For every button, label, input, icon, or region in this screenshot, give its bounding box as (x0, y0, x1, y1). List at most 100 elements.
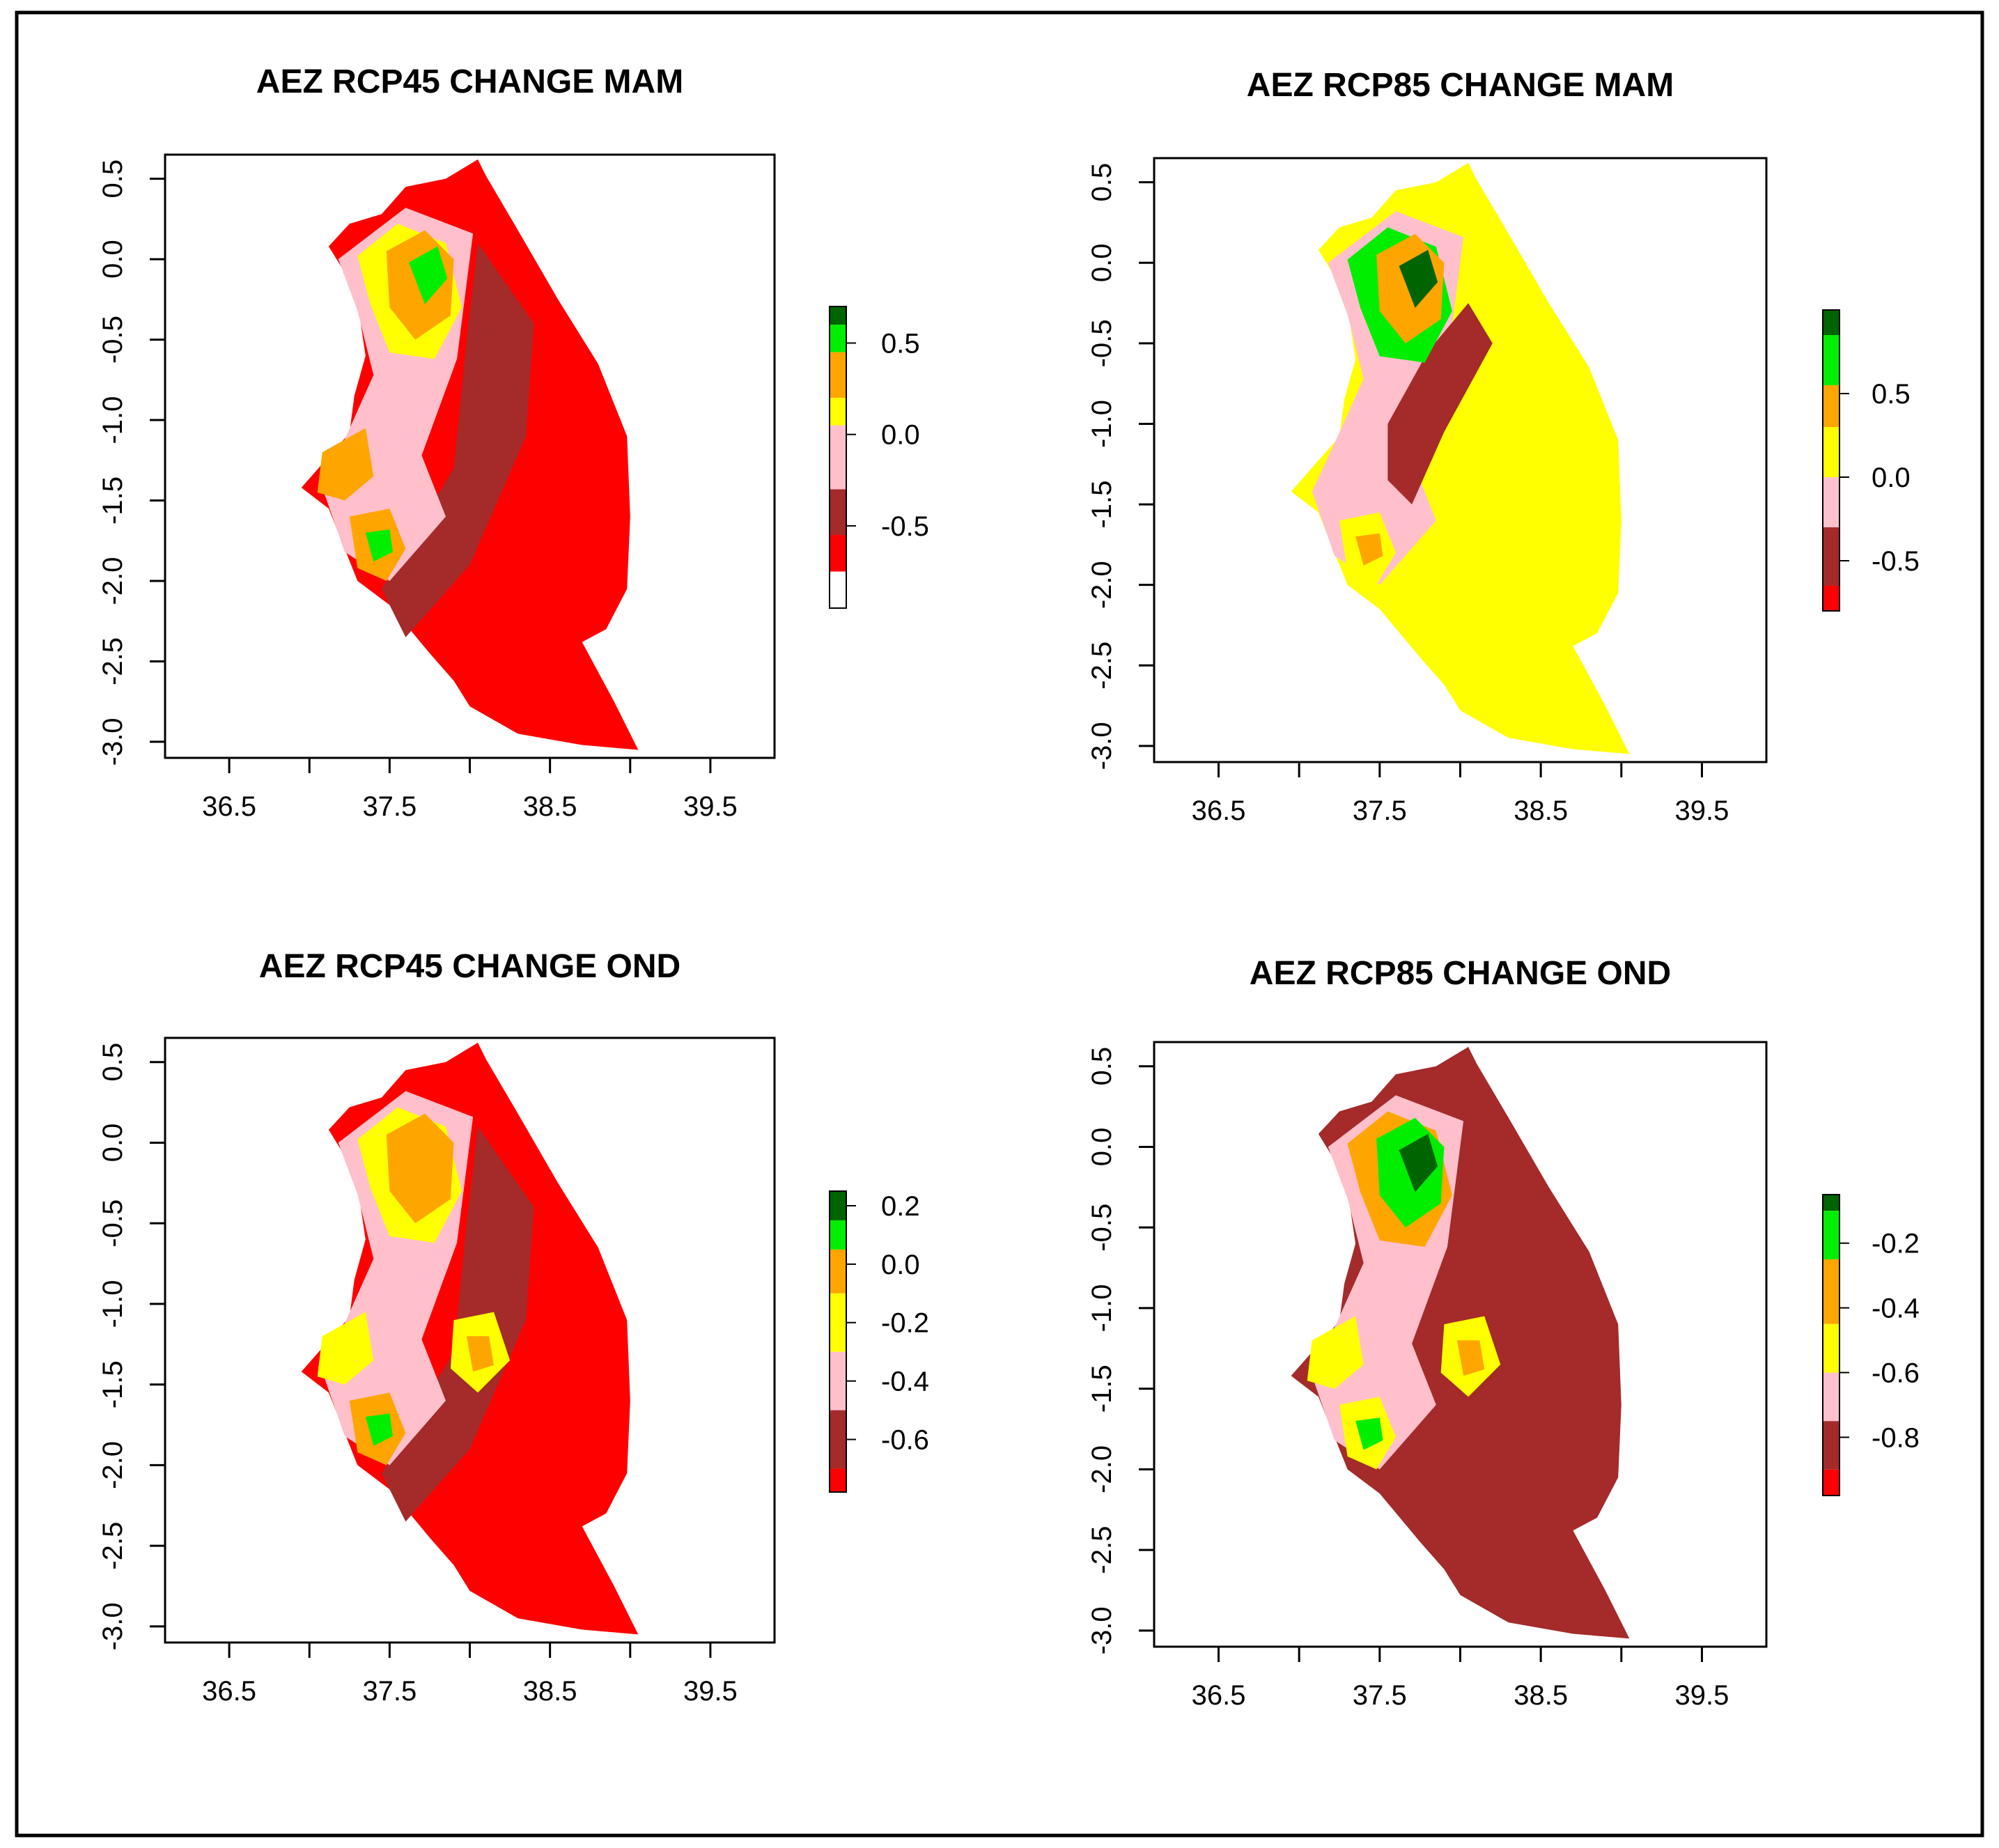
legend-frame (829, 1190, 847, 1493)
x-tick-label: 39.5 (683, 791, 738, 822)
legend-swatch-yellow (1823, 1323, 1839, 1373)
x-tick-label: 36.5 (202, 1676, 256, 1707)
x-tick-label: 38.5 (1514, 1680, 1568, 1711)
x-tick-label: 39.5 (1675, 795, 1729, 826)
y-tick-label: -2.5 (98, 637, 128, 685)
legend-tick-label: -0.5 (1872, 546, 1920, 577)
x-tick-label: 36.5 (202, 791, 256, 822)
y-tick-label: -2.0 (98, 1441, 128, 1489)
legend-swatch-orange (1823, 1259, 1839, 1324)
y-tick-label: -1.5 (1087, 1365, 1117, 1413)
legend-swatch-red (1823, 586, 1839, 611)
legend-swatch-green (1823, 1211, 1839, 1259)
legend-tick-label: -0.6 (1872, 1358, 1920, 1388)
x-tick-label: 37.5 (362, 791, 417, 822)
legend-swatch-red (830, 1468, 846, 1492)
legend-swatch-pink (1823, 1372, 1839, 1422)
legend-swatch-green (1823, 335, 1839, 385)
y-tick-label: 0.5 (98, 1043, 128, 1082)
y-tick-label: -1.5 (1087, 481, 1117, 529)
legend-tick-label: -0.2 (881, 1308, 929, 1339)
legend-swatch-brown (1823, 527, 1839, 586)
legend-swatch-pink (830, 1351, 846, 1411)
legend-swatch-brown (830, 1410, 846, 1469)
legend-swatch-pink (830, 425, 846, 490)
legend: 0.5 0.0 -0.5 (1822, 309, 1920, 612)
y-tick-label: 0.5 (98, 160, 128, 199)
zone-westPatch-orange (317, 428, 374, 501)
figure-border (15, 10, 1984, 1838)
map-title: AEZ RCP85 CHANGE OND (1250, 955, 1671, 992)
legend-tick-label: 0.5 (881, 328, 920, 359)
legend-swatch-pink (1823, 477, 1839, 527)
y-tick-label: -2.0 (1087, 1445, 1117, 1493)
zone-core-darkgreen (1399, 1133, 1438, 1193)
y-tick-label: -3.0 (98, 1602, 128, 1650)
y-tick-label: -2.0 (1087, 561, 1117, 609)
y-tick-label: 0.0 (98, 1124, 128, 1163)
legend-tick-label: 0.0 (881, 1250, 920, 1280)
legend-swatch-red (1823, 1469, 1839, 1496)
y-tick-label: 0.0 (98, 240, 128, 279)
legend-swatch-green (830, 1220, 846, 1250)
x-tick-label: 37.5 (362, 1676, 417, 1707)
x-tick-label: 37.5 (1353, 795, 1407, 826)
legend-tick-label: 0.2 (881, 1191, 920, 1222)
zone-lowerStrip-brown (1387, 303, 1493, 505)
map-panel-rcp85-ond: AEZ RCP85 CHANGE OND 36.5 37.5 38.5 39.5 0.5 0… (1087, 955, 1920, 1711)
y-tick-label: -0.5 (1087, 1204, 1117, 1252)
legend: -0.2 -0.4 -0.6 -0.8 (1822, 1194, 1920, 1496)
x-tick-label: 37.5 (1353, 1680, 1407, 1711)
y-tick-label: -2.5 (1087, 642, 1117, 690)
zone-machCore-orange (1456, 1340, 1485, 1376)
legend: 0.2 0.0 -0.2 -0.4 -0.6 (829, 1190, 929, 1493)
y-tick-label: -0.5 (98, 316, 128, 364)
y-tick-label: -3.0 (98, 717, 128, 766)
legend-swatch-yellow (830, 398, 846, 426)
legend-tick-label: -0.4 (1872, 1294, 1920, 1324)
zone-southCore-green (1355, 1418, 1383, 1450)
legend-swatch-brown (830, 489, 846, 536)
legend-swatch-darkgreen (1823, 310, 1839, 335)
legend-swatch-yellow (830, 1293, 846, 1352)
legend-tick-label: 0.5 (1872, 379, 1911, 410)
legend-swatch-red (830, 535, 846, 572)
zone-kenya-orange (386, 1113, 454, 1224)
zone-southCore-orange (1355, 533, 1383, 566)
y-tick-label: -1.0 (98, 1280, 128, 1328)
x-tick-label: 36.5 (1192, 795, 1246, 826)
y-tick-label: -1.0 (1087, 400, 1117, 448)
x-tick-label: 39.5 (683, 1676, 738, 1707)
y-tick-label: -2.0 (98, 557, 128, 605)
legend-tick-label: -0.2 (1872, 1229, 1920, 1259)
zone-core-green (409, 246, 448, 304)
legend: 0.5 0.0 -0.5 (829, 306, 929, 609)
legend-swatch-darkgreen (830, 1191, 846, 1220)
y-tick-label: 0.0 (1087, 243, 1117, 282)
x-tick-label: 36.5 (1192, 1680, 1246, 1711)
y-tick-label: -1.0 (98, 396, 128, 444)
legend-tick-label: 0.0 (1872, 463, 1911, 493)
y-tick-label: -2.5 (1087, 1526, 1117, 1574)
legend-frame (829, 306, 847, 609)
zone-westPatch-yellow (1307, 1316, 1364, 1389)
x-tick-label: 38.5 (523, 791, 577, 822)
y-tick-label: -1.0 (1087, 1284, 1117, 1332)
legend-swatch-orange (1823, 385, 1839, 427)
map-regions (1291, 1046, 1630, 1639)
map-panel-rcp45-ond: AEZ RCP45 CHANGE OND 36.5 37.5 38.5 39.5 0.5 0… (98, 948, 929, 1707)
zone-machCore-orange (466, 1336, 494, 1372)
legend-frame (1822, 309, 1840, 612)
legend-tick-label: -0.5 (881, 511, 929, 542)
y-tick-label: -3.0 (1087, 1606, 1117, 1654)
zone-southCore-green (365, 1413, 393, 1446)
map-title: AEZ RCP85 CHANGE MAM (1247, 67, 1674, 104)
legend-swatch-yellow (1823, 427, 1839, 477)
y-tick-label: -1.5 (98, 476, 128, 525)
legend-swatch-darkgreen (1823, 1195, 1839, 1211)
zone-westPatch-yellow (317, 1312, 374, 1385)
